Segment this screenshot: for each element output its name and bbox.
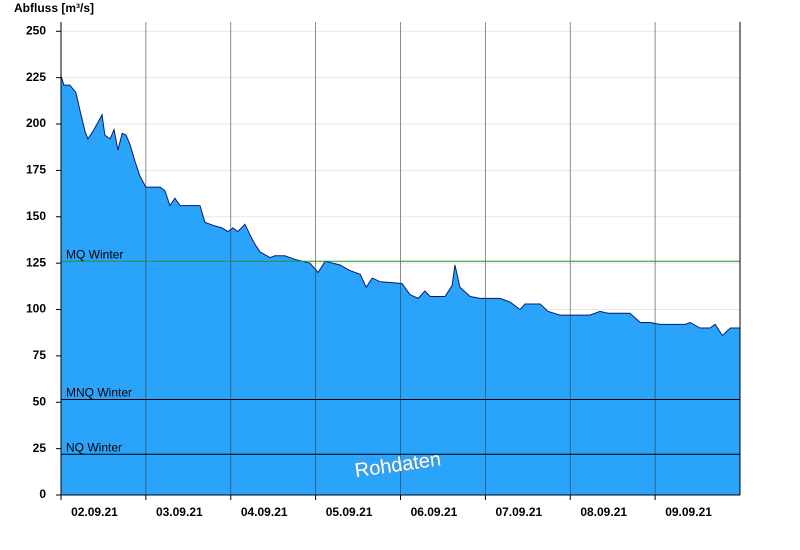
- reference-label: NQ Winter: [66, 440, 122, 454]
- x-tick-label: 07.09.21: [495, 505, 542, 519]
- x-tick-label: 09.09.21: [665, 505, 712, 519]
- reference-label: MNQ Winter: [66, 386, 132, 400]
- y-tick-label: 150: [26, 209, 46, 223]
- x-tick-label: 03.09.21: [156, 505, 203, 519]
- x-tick-label: 02.09.21: [71, 505, 118, 519]
- x-tick-label: 08.09.21: [580, 505, 627, 519]
- y-tick-label: 0: [39, 487, 46, 501]
- area-outline: [60, 75, 740, 337]
- reference-label: MQ Winter: [66, 247, 123, 261]
- x-tick-label: 06.09.21: [411, 505, 458, 519]
- y-tick-label: 225: [26, 70, 46, 84]
- y-tick-label: 25: [33, 441, 47, 455]
- y-tick-label: 200: [26, 116, 46, 130]
- x-tick-label: 05.09.21: [326, 505, 373, 519]
- y-tick-label: 175: [26, 163, 46, 177]
- x-tick-label: 04.09.21: [241, 505, 288, 519]
- y-tick-label: 100: [26, 302, 46, 316]
- y-tick-label: 50: [33, 394, 47, 408]
- y-tick-label: 250: [26, 23, 46, 37]
- y-axis-label: Abfluss [m³/s]: [14, 1, 94, 15]
- y-tick-label: 75: [33, 348, 47, 362]
- y-tick-label: 125: [26, 255, 46, 269]
